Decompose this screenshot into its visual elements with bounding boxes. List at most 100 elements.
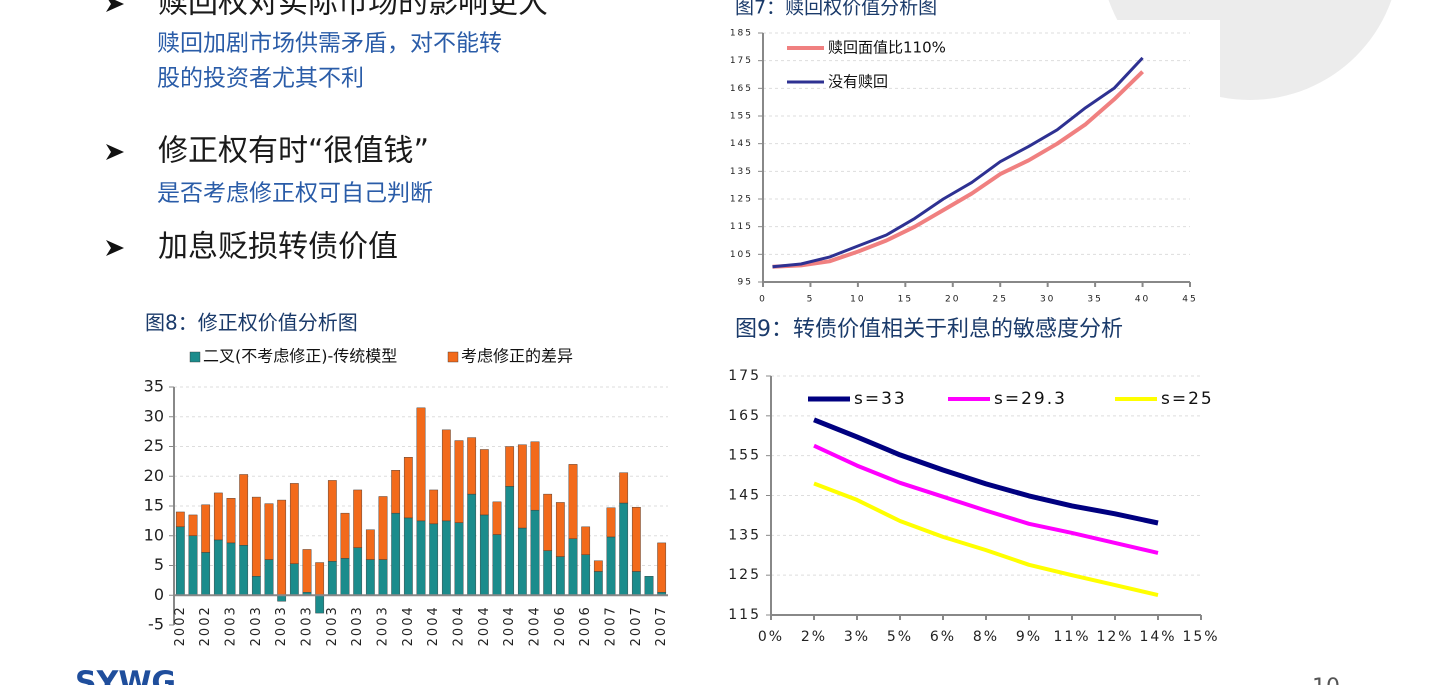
y-tick-label: 30 (144, 406, 164, 425)
bar-segment (289, 563, 299, 596)
series-line (813, 481, 1159, 598)
bar-segment (441, 429, 451, 522)
x-tick-label: 2003 (249, 605, 264, 646)
y-tick-label: 185 (730, 29, 753, 39)
bar-segment (505, 486, 515, 596)
x-tick-label: 2004 (401, 605, 416, 646)
x-tick-label: 20 (945, 295, 960, 305)
bullet-title: 修正权有时“很值钱” (158, 134, 429, 169)
bar-segment (264, 503, 274, 560)
legend-swatch (447, 351, 459, 363)
y-tick-label: 95 (738, 278, 753, 288)
bar-segment (226, 542, 236, 596)
y-tick-label: 15 (144, 496, 164, 515)
bar-segment (175, 526, 185, 596)
y-tick-label: 125 (728, 567, 761, 583)
bar-segment (378, 559, 388, 596)
x-tick-label: 2003 (325, 605, 340, 646)
bar-segment (619, 502, 629, 596)
bar-segment (315, 595, 325, 614)
bar-segment (251, 496, 261, 577)
bar-segment (631, 506, 641, 572)
bar-segment (543, 550, 553, 596)
bar-segment (239, 474, 249, 546)
y-tick-label: 145 (728, 488, 761, 504)
y-tick-label: 5 (154, 555, 164, 574)
x-tick-label: 2003 (274, 605, 289, 646)
y-tick-label: 145 (730, 139, 753, 149)
x-tick-label: 2% (801, 629, 827, 645)
bar-segment (416, 520, 426, 596)
y-tick-label: 25 (144, 436, 164, 455)
x-tick-label: 15% (1182, 629, 1219, 645)
x-tick-label: 15 (898, 295, 913, 305)
bullet-arrow (106, 240, 124, 256)
bar-segment (593, 571, 603, 596)
bullet-detail: 赎回加剧市场供需矛盾，对不能转 (157, 31, 502, 57)
x-tick-label: 40 (1135, 295, 1150, 305)
bar-segment (530, 509, 540, 596)
legend-label: s=25 (1161, 389, 1214, 409)
chart-title: 图9：转债价值相关于利息的敏感度分析 (735, 317, 1123, 342)
bar-segment (277, 499, 287, 596)
y-tick-label: 175 (728, 368, 761, 384)
x-tick-label: 2004 (477, 605, 492, 646)
x-tick-label: 2003 (376, 605, 391, 646)
bar-segment (505, 446, 515, 487)
x-tick-label: 2003 (350, 605, 365, 646)
x-tick-label: 2004 (502, 605, 517, 646)
x-tick-label: 2002 (173, 605, 188, 646)
y-tick-label: 115 (730, 222, 753, 232)
series-line (813, 417, 1159, 526)
bar-segment (479, 449, 489, 516)
bar-segment (593, 560, 603, 572)
bar-segment (403, 517, 413, 596)
bar-segment (391, 512, 401, 596)
bar-segment (555, 556, 565, 596)
bar-segment (340, 558, 350, 596)
bar-segment (543, 493, 553, 551)
bullet-arrow (106, 144, 124, 160)
chart-title: 图8：修正权价值分析图 (145, 311, 358, 335)
legend-swatch (189, 351, 201, 363)
bar-segment (568, 464, 578, 539)
bar-segment (213, 492, 223, 541)
x-tick-label: 6% (930, 629, 956, 645)
x-tick-label: 11% (1053, 629, 1090, 645)
x-tick-label: 2007 (604, 605, 619, 646)
bar-segment (479, 514, 489, 596)
x-tick-label: 2004 (426, 605, 441, 646)
y-tick-label: 0 (154, 585, 164, 604)
bar-segment (467, 493, 477, 596)
y-tick-label: 115 (728, 607, 761, 623)
x-tick-label: 2006 (553, 605, 568, 646)
y-tick-label: 165 (728, 408, 761, 424)
y-tick-label: 135 (728, 527, 761, 543)
series-line (813, 443, 1159, 555)
bar-segment (365, 529, 375, 560)
x-tick-label: 5% (887, 629, 913, 645)
y-tick-label: 10 (144, 525, 164, 544)
y-tick-label: 155 (728, 448, 761, 464)
bar-segment (517, 527, 527, 596)
x-tick-label: 2004 (452, 605, 467, 646)
x-tick-label: 30 (1040, 295, 1055, 305)
bar-segment (239, 545, 249, 596)
bar-segment (429, 489, 439, 525)
bar-segment (403, 457, 413, 519)
x-tick-label: 0% (758, 629, 784, 645)
bar-segment (581, 554, 591, 596)
bar-segment (188, 535, 198, 596)
x-tick-label: 14% (1139, 629, 1176, 645)
bar-segment (289, 483, 299, 564)
page-number: 10 (1312, 675, 1340, 685)
legend-label: 没有赎回 (828, 73, 888, 91)
bar-segment (467, 437, 477, 495)
chart-bg (720, 20, 1220, 310)
bar-segment (302, 549, 312, 593)
bar-segment (644, 576, 654, 596)
logo: SYWG (75, 666, 176, 685)
bar-segment (631, 571, 641, 596)
x-tick-label: 8% (973, 629, 999, 645)
